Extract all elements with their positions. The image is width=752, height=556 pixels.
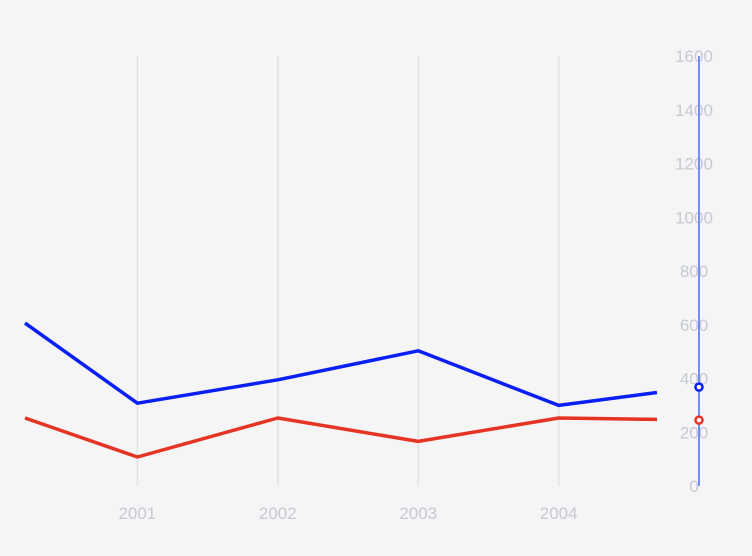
x-tick-label: 2004 — [540, 504, 578, 523]
x-tick-label: 2002 — [259, 504, 297, 523]
hover-marker-2 — [694, 415, 704, 425]
hover-markers — [694, 382, 704, 425]
series-lines — [23, 321, 658, 459]
x-axis-tick-labels: 2001 2002 2003 2004 — [118, 504, 577, 523]
y-tick-label: 800 — [680, 262, 708, 281]
series-line-2 — [24, 416, 658, 459]
y-tick-label: 1200 — [675, 155, 713, 174]
y-tick-label: 400 — [680, 370, 708, 389]
x-tick-label: 2001 — [118, 504, 156, 523]
y-tick-label: 600 — [680, 316, 708, 335]
grid-lines — [136, 56, 560, 486]
x-tick-label: 2003 — [399, 504, 437, 523]
series-line-1 — [23, 321, 658, 408]
y-tick-label: 1600 — [675, 47, 713, 66]
hover-marker-1 — [694, 382, 704, 392]
y-tick-label: 1400 — [675, 101, 713, 120]
y-tick-label: 200 — [680, 423, 708, 442]
y-axis-tick-labels: 0 200 400 600 800 1000 1200 1400 1600 — [675, 47, 713, 496]
y-tick-label: 0 — [689, 477, 698, 496]
y-tick-label: 1000 — [675, 208, 713, 227]
